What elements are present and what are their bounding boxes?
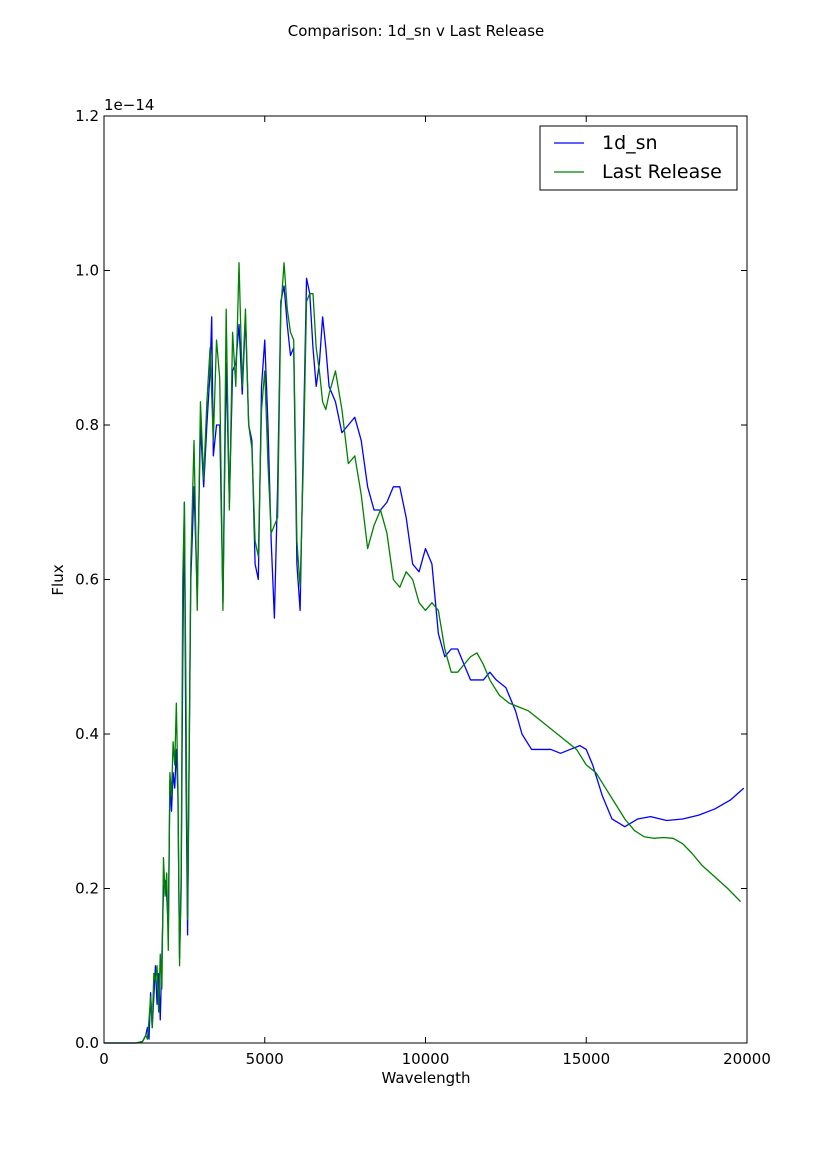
y-tick-label: 0.4 [75, 725, 99, 743]
y-tick-label: 1.2 [75, 107, 99, 125]
axis-ticks: 0 5000 10000 15000 20000 0.0 0.2 0.4 0.6 0.8 1.0 1.… [75, 107, 771, 1068]
y-tick-label: 1.0 [75, 262, 99, 280]
x-tick-label: 5000 [246, 1050, 284, 1068]
x-tick-label: 0 [99, 1050, 109, 1068]
series-line-last-release [104, 262, 742, 1044]
y-tick-label: 0.8 [75, 416, 99, 434]
plot-area [104, 262, 745, 1044]
chart-title: Comparison: 1d_sn v Last Release [288, 22, 545, 41]
y-axis-label: Flux [49, 564, 67, 595]
series-line-1d-sn [104, 277, 745, 1044]
y-tick-label: 0.0 [75, 1034, 99, 1052]
legend-label-last-release: Last Release [602, 161, 722, 183]
x-tick-label: 15000 [562, 1050, 610, 1068]
legend-label-1d-sn: 1d_sn [602, 132, 658, 154]
legend: 1d_sn Last Release [539, 125, 738, 191]
x-axis-label: Wavelength [382, 1069, 471, 1087]
axes-frame [103, 115, 748, 1044]
y-offset-label: 1e−14 [104, 96, 154, 114]
y-tick-label: 0.6 [75, 571, 99, 589]
x-tick-label: 20000 [723, 1050, 771, 1068]
y-tick-label: 0.2 [75, 880, 99, 898]
x-tick-label: 10000 [402, 1050, 450, 1068]
legend-box [539, 125, 738, 191]
